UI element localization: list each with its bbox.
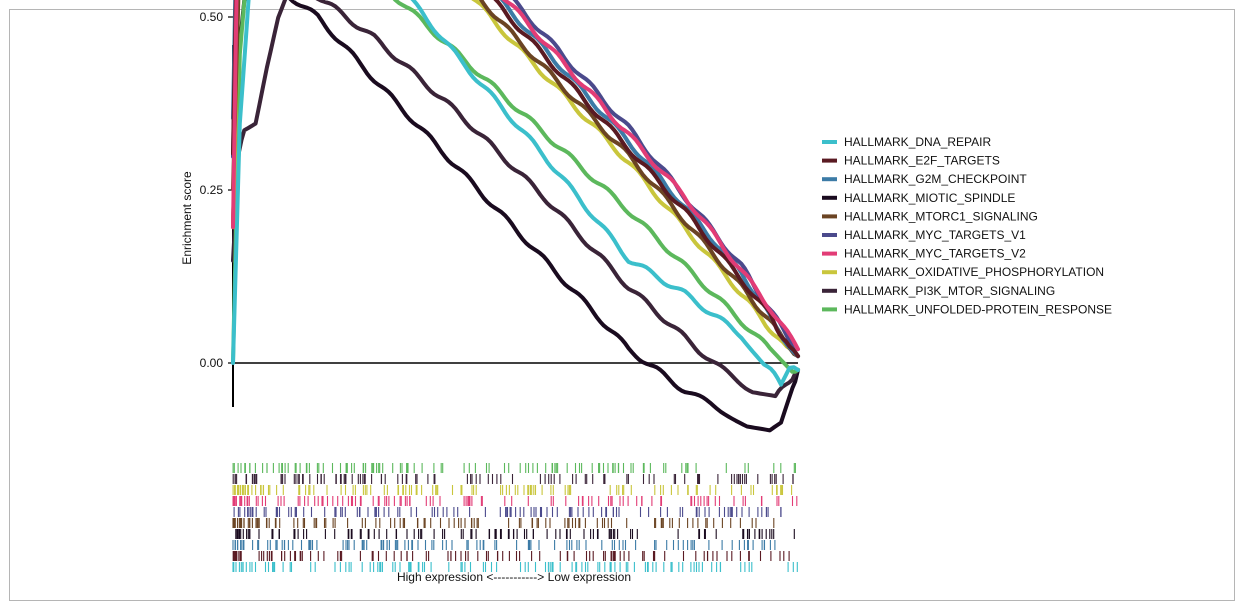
legend-label: HALLMARK_MYC_TARGETS_V1 [844,228,1026,242]
legend-label: HALLMARK_MYC_TARGETS_V2 [844,247,1026,261]
figure-frame [9,9,1235,601]
x-axis-caption: High expression <-----------> Low expres… [397,570,631,584]
legend: HALLMARK_DNA_REPAIR HALLMARK_E2F_TARGETS H… [822,135,1112,316]
legend-label: HALLMARK_G2M_CHECKPOINT [844,172,1027,186]
series-line [231,0,800,399]
series-line [231,0,800,433]
gene-hit-barcode [232,463,798,572]
legend-label: HALLMARK_MTORC1_SIGNALING [844,209,1038,223]
enrichment-lines [231,0,800,433]
series-line [231,0,800,352]
series-line [231,0,800,387]
axes: 0.000.250.500.75 [200,10,798,407]
legend-swatch [822,233,837,237]
y-tick-label: 0.00 [200,356,224,370]
legend-label: HALLMARK_UNFOLDED-PROTEIN_RESPONSE [844,302,1112,316]
legend-swatch [822,288,837,293]
series-line [231,0,800,359]
y-tick-label: 0.25 [200,183,224,197]
legend-label: HALLMARK_MIOTIC_SPINDLE [844,191,1015,205]
legend-label: HALLMARK_OXIDATIVE_PHOSPHORYLATION [844,265,1104,279]
legend-swatch [822,195,837,200]
legend-swatch [822,177,837,182]
legend-swatch [822,158,837,163]
legend-label: HALLMARK_PI3K_MTOR_SIGNALING [844,284,1055,298]
series-line [231,0,800,374]
series-line [231,0,800,359]
y-tick-label: 0.50 [200,10,224,24]
series-line [231,0,800,359]
legend-swatch [822,251,837,256]
y-axis-label: Enrichment score [180,171,194,265]
series-line [231,0,800,359]
series-line [231,0,800,359]
legend-swatch [822,214,837,219]
legend-swatch [822,140,837,144]
legend-swatch [822,270,837,275]
legend-label: HALLMARK_E2F_TARGETS [844,154,1000,168]
legend-swatch [822,307,837,312]
legend-label: HALLMARK_DNA_REPAIR [844,135,991,149]
